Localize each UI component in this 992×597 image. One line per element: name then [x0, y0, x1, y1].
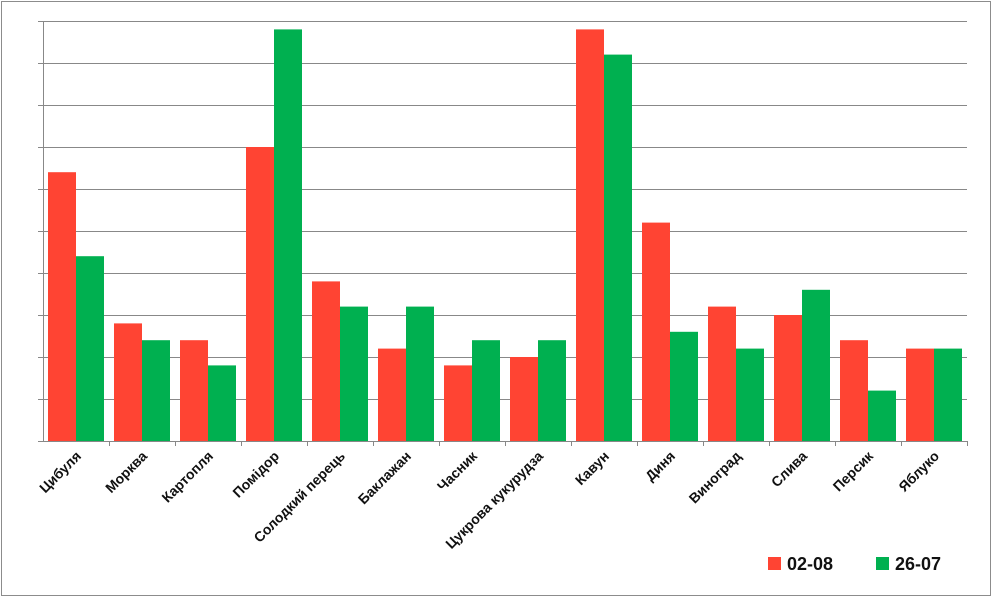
bar [840, 340, 868, 441]
bar [736, 348, 764, 441]
x-tick-label: Слива [768, 448, 810, 490]
legend-label: 02-08 [787, 554, 833, 574]
x-tick-label: Кавун [572, 448, 612, 488]
bar [670, 331, 698, 441]
bar [444, 365, 472, 441]
bar [604, 54, 632, 441]
bar [48, 172, 76, 441]
bar [406, 306, 434, 441]
x-tick-label: Диня [642, 448, 678, 484]
bar [180, 340, 208, 441]
bar [576, 29, 604, 442]
x-tick-label: Цибуля [36, 448, 84, 496]
x-tick-label: Яблуко [895, 448, 942, 495]
bar [868, 390, 896, 441]
bar [378, 348, 406, 441]
bars [48, 29, 962, 442]
bar [802, 289, 830, 441]
bar [76, 256, 104, 441]
x-tick-label: Морква [102, 448, 150, 496]
legend: 02-08 26-07 [768, 554, 941, 574]
bar [340, 306, 368, 441]
legend-swatch [768, 557, 781, 570]
bar [906, 348, 934, 441]
bar [538, 340, 566, 441]
bar [114, 323, 142, 441]
bar [246, 147, 274, 441]
x-tick-label: Виноград [686, 448, 745, 507]
bar [472, 340, 500, 441]
bar [708, 306, 736, 441]
legend-swatch [876, 557, 889, 570]
x-tick-label: Часник [434, 447, 481, 494]
legend-label: 26-07 [895, 554, 941, 574]
bar [934, 348, 962, 441]
x-tick-label: Помідор [229, 448, 282, 501]
bar [510, 357, 538, 441]
axes [43, 21, 968, 446]
x-tick-label: Картопля [158, 448, 216, 506]
bar [774, 315, 802, 441]
bar [208, 365, 236, 441]
bar [642, 222, 670, 441]
bar [274, 29, 302, 442]
bar [142, 340, 170, 441]
x-tick-label: Персик [830, 447, 877, 494]
x-tick-label: Баклажан [355, 448, 414, 507]
bar [312, 281, 340, 441]
